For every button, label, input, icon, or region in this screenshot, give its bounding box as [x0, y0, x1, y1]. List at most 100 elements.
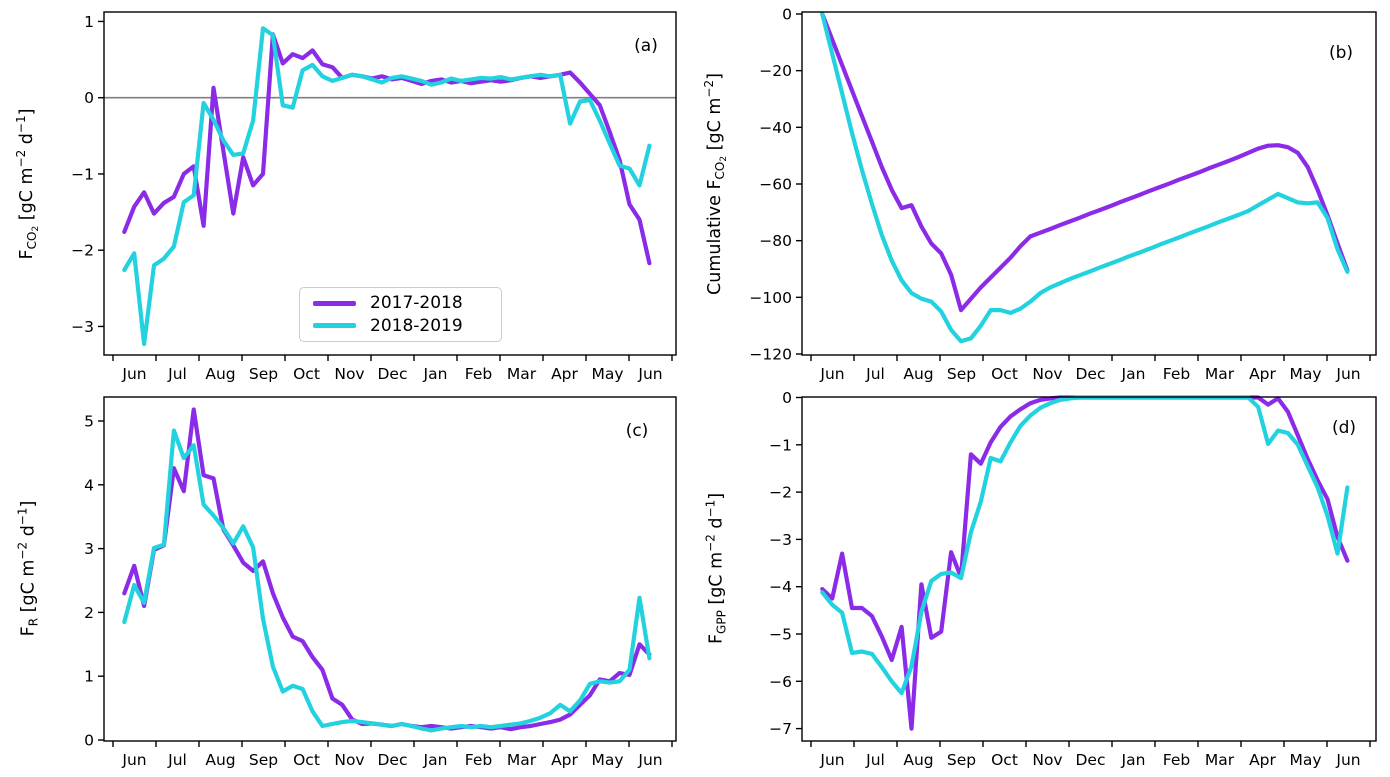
ylabel-subscript: R	[26, 617, 41, 627]
ylabel-panel-b: Cumulative FCO2 [gC m−2]	[702, 0, 729, 394]
ylabel-subscript: 2	[719, 155, 729, 162]
y-tick-label: −2	[769, 484, 792, 502]
ylabel-text: d	[706, 517, 727, 535]
axes-box	[801, 396, 1377, 742]
series-line-2017-2018	[122, 407, 652, 732]
x-tick-label-month: Jul	[865, 365, 885, 383]
legend-entry: 2017-2018	[300, 293, 501, 313]
x-tick-label-month: Jul	[167, 751, 187, 769]
ylabel-superscript: −2	[14, 149, 28, 168]
y-tick-label: −4	[769, 578, 792, 596]
y-tick-label: 4	[84, 476, 94, 494]
panel-letter-c: (c)	[626, 421, 649, 441]
ylabel-superscript: −1	[14, 115, 28, 134]
y-tick-label: −80	[759, 232, 792, 250]
x-tick-label-month: Apr	[551, 751, 578, 769]
x-tick-label-month: Jun	[819, 751, 844, 769]
x-tick-label-month: Dec	[1076, 751, 1106, 769]
y-tick-label: −6	[769, 673, 792, 691]
x-tick-label-month: May	[1289, 751, 1321, 769]
x-tick-label-month: Jan	[423, 365, 448, 383]
x-tick-label-month: Jun	[1335, 365, 1360, 383]
x-tick-label-month: Oct	[293, 751, 320, 769]
y-tick-label: 3	[84, 540, 94, 558]
series-line-2018-2019	[820, 395, 1350, 696]
ylabel-superscript: −1	[15, 507, 30, 526]
y-tick-label: −5	[769, 626, 792, 644]
ylabel-text: [gC m	[18, 559, 39, 618]
ylabel-text: d	[17, 133, 37, 150]
x-tick-label-month: Aug	[903, 751, 933, 769]
y-tick-label: 1	[84, 668, 94, 686]
ylabel-superscript: −1	[703, 499, 718, 518]
panel-d-plot: 0 −1 −2 −3 −4 −5 −6 −7 Jun Jul Aug Sep Oct Nov Dec Jan F…	[769, 389, 1377, 769]
ylabel-text: [gC m	[706, 551, 727, 611]
ylabel-text: ]	[706, 492, 727, 500]
x-tick-label-month: Nov	[334, 751, 364, 769]
x-tick-label-month: Jun	[819, 365, 844, 383]
x-tick-label-month: Mar	[1205, 751, 1235, 769]
x-tick-label-month: Feb	[465, 751, 492, 769]
ylabel-panel-a: FCO2 [gC m−2 d−1]	[14, 0, 41, 394]
x-tick-label-month: Oct	[991, 751, 1018, 769]
x-tick-label-month: Jun	[1335, 751, 1360, 769]
y-tick-label: −3	[769, 531, 792, 549]
y-tick-label: 1	[84, 13, 94, 31]
ylabel-superscript: −2	[702, 79, 716, 98]
panel-letter-a: (a)	[634, 36, 658, 56]
x-tick-label-month: Apr	[551, 365, 578, 383]
x-tick-label-month: Sep	[249, 365, 278, 383]
x-tick-label-month: Nov	[1032, 365, 1062, 383]
legend: 2017-2018 2018-2019	[299, 287, 502, 342]
y-tick-label: −120	[749, 345, 792, 363]
x-tick-label-month: Sep	[249, 751, 278, 769]
x-tick-label-month: Mar	[507, 751, 537, 769]
x-tick-label-month: May	[1289, 365, 1321, 383]
x-tick-label-month: Mar	[1205, 365, 1235, 383]
x-tick-label-month: Dec	[378, 751, 408, 769]
x-tick-label-month: Sep	[947, 365, 976, 383]
panel-letter-d: (d)	[1332, 418, 1356, 438]
ylabel-subscript: CO	[713, 161, 727, 180]
ylabel-panel-d: FGPP [gC m−2 d−1]	[703, 359, 729, 777]
series-line-2017-2018	[820, 395, 1350, 731]
ylabel-text: d	[18, 525, 39, 542]
y-tick-label: −1	[769, 436, 792, 454]
y-tick-label: 0	[782, 6, 792, 24]
series-line-2018-2019	[122, 26, 652, 347]
y-tick-label: 5	[84, 413, 94, 431]
ylabel-text: ]	[18, 500, 39, 508]
y-tick-label: −60	[759, 175, 792, 193]
ylabel-superscript: −2	[15, 541, 30, 560]
x-tick-label-month: Feb	[465, 365, 492, 383]
x-tick-label-month: Jan	[1121, 751, 1146, 769]
series-line-2018-2019	[820, 11, 1350, 344]
ylabel-panel-c: FR [gC m−2 d−1]	[15, 359, 41, 777]
x-tick-label-month: Jul	[865, 751, 885, 769]
panel-letter-b: (b)	[1329, 43, 1353, 63]
legend-line-swatch	[313, 301, 356, 306]
ylabel-text: Cumulative F	[705, 179, 725, 295]
ylabel-text: [gC m	[17, 167, 37, 226]
ylabel-superscript: −2	[703, 534, 718, 552]
x-tick-label-month: May	[591, 365, 623, 383]
x-tick-label-month: Jan	[423, 751, 448, 769]
y-tick-label: −1	[71, 165, 94, 183]
y-tick-label: 0	[84, 89, 94, 107]
x-tick-label-month: Sep	[947, 751, 976, 769]
x-tick-label-month: Oct	[293, 365, 320, 383]
ylabel-text: [gC m	[705, 97, 725, 156]
y-tick-label: −20	[759, 62, 792, 80]
x-tick-label-month: Dec	[378, 365, 408, 383]
series-line-2017-2018	[820, 11, 1350, 313]
x-tick-label-month: Apr	[1249, 751, 1276, 769]
x-tick-label-month: Jun	[637, 365, 662, 383]
y-tick-label: 0	[84, 732, 94, 750]
legend-label: 2018-2019	[370, 315, 463, 336]
ylabel-text: F	[18, 626, 39, 637]
panel-b-plot: 0 −20 −40 −60 −80 −100 −120 Jun Jul Aug Sep Oct Nov D…	[749, 6, 1377, 383]
x-tick-label-month: Aug	[205, 751, 235, 769]
y-tick-label: −7	[769, 720, 792, 738]
